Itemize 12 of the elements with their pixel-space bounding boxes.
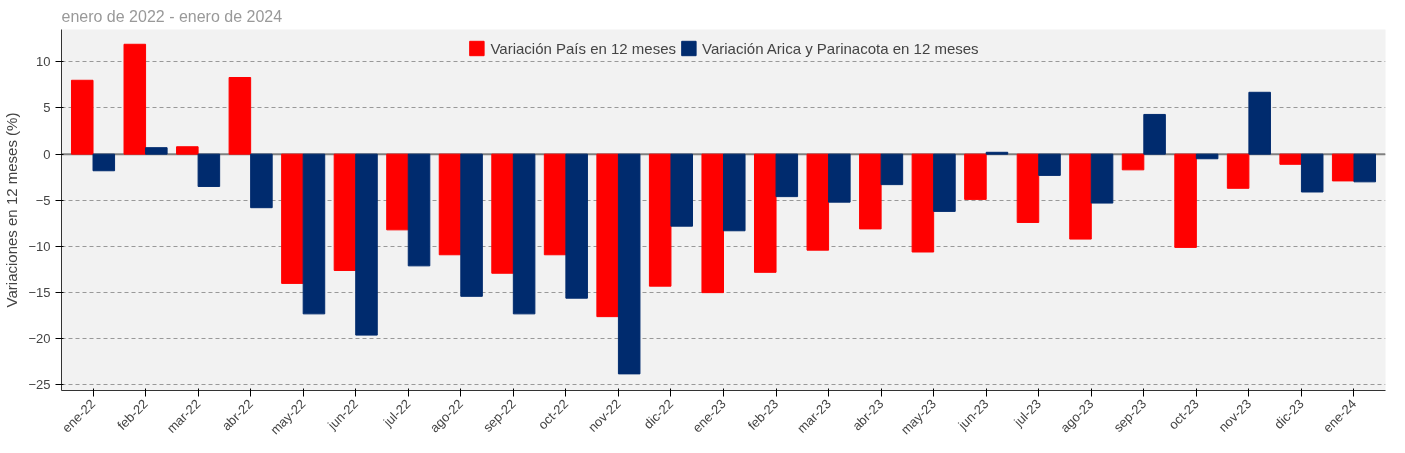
chart-subtitle: enero de 2022 - enero de 2024 — [61, 7, 283, 25]
y-tick-label: −25 — [28, 377, 51, 393]
legend-label: Variación País en 12 meses — [490, 39, 677, 57]
y-axis-title: Variaciones en 12 meses (%) — [3, 112, 21, 308]
y-tick-label: −15 — [28, 285, 51, 301]
y-tick-label: −20 — [28, 331, 51, 347]
y-tick-label: −5 — [35, 192, 51, 208]
y-tick-label: −10 — [28, 238, 51, 254]
legend-label: Variación Arica y Parinacota en 12 meses — [702, 39, 979, 57]
y-tick-label: 5 — [43, 100, 51, 116]
y-tick-label: 0 — [43, 146, 51, 162]
y-tick-label: 10 — [36, 54, 51, 70]
